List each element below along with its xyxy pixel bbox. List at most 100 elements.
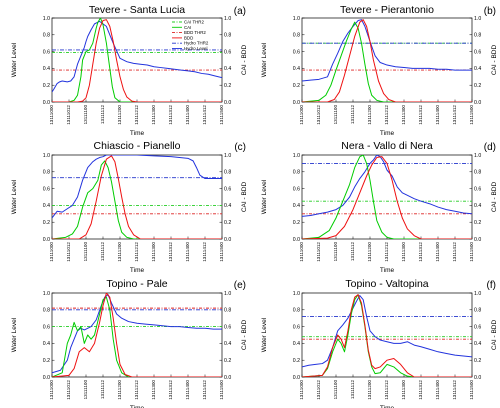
y-axis-label-right: CAI - BDD [491, 45, 498, 76]
y-axis-label-left: Water Level [261, 42, 268, 77]
y-tick-label-right: 0.4 [224, 341, 231, 347]
bdd-line [52, 293, 222, 377]
x-tick-label: 13111200 [117, 380, 122, 400]
x-axis-label: Time [380, 130, 395, 137]
y-tick-label-left: 0.2 [43, 358, 50, 364]
y-tick-label-left: 0.2 [293, 220, 300, 226]
y-tick-label-right: 0.6 [224, 186, 231, 192]
x-tick-label: 13111412 [202, 105, 207, 125]
x-tick-label: 13111000 [299, 380, 304, 400]
x-tick-label: 13111200 [117, 105, 122, 125]
x-tick-label: 13111112 [350, 380, 355, 400]
cai-line [302, 21, 472, 102]
y-axis-label-left: Water Level [11, 42, 18, 77]
y-tick-label-left: 0.4 [293, 341, 300, 347]
panel-label: (e) [234, 280, 246, 291]
cai-line [52, 160, 222, 239]
y-tick-label-left: 0.2 [43, 220, 50, 226]
y-tick-label-left: 0.8 [293, 308, 300, 314]
y-tick-label-right: 0.6 [224, 49, 231, 55]
x-tick-label: 13111100 [333, 380, 338, 400]
x-tick-label: 13111212 [384, 242, 389, 262]
cai-line [52, 18, 222, 102]
x-tick-label: 13111400 [435, 242, 440, 262]
y-tick-label-left: 0.0 [293, 375, 300, 381]
y-tick-label-right: 1.0 [224, 291, 231, 297]
y-tick-label-right: 0.6 [474, 324, 481, 330]
y-tick-label-right: 0.0 [224, 375, 231, 381]
x-tick-label: 13111400 [185, 380, 190, 400]
y-tick-label-left: 1.0 [293, 153, 300, 159]
x-tick-label: 13111000 [49, 242, 54, 262]
y-tick-label-left: 1.0 [43, 291, 50, 297]
x-tick-label: 13111312 [418, 105, 423, 125]
x-tick-label: 13111412 [452, 380, 457, 400]
y-tick-label-left: 0.0 [293, 237, 300, 243]
y-tick-label-right: 0.6 [474, 49, 481, 55]
x-tick-label: 13111100 [83, 105, 88, 125]
panel-3: Nera - Vallo di Nera (d) 0.0 0.0 0.2 0.2 0.4 0.… [261, 140, 498, 274]
x-tick-label: 13111112 [100, 105, 105, 125]
x-tick-label: 13111112 [350, 242, 355, 262]
x-axis-label: Time [130, 405, 145, 408]
x-tick-label: 13111212 [134, 105, 139, 125]
y-tick-label-left: 0.0 [43, 237, 50, 243]
plot-area [52, 293, 222, 377]
y-tick-label-right: 0.0 [224, 100, 231, 106]
hydro-level-line [302, 155, 472, 217]
y-tick-label-right: 0.8 [474, 170, 481, 176]
x-tick-label: 13111300 [401, 242, 406, 262]
x-tick-label: 13111312 [168, 242, 173, 262]
panel-label: (a) [234, 6, 246, 17]
y-tick-label-left: 0.8 [293, 33, 300, 39]
x-tick-label: 13111312 [418, 380, 423, 400]
y-tick-label-right: 0.4 [474, 203, 481, 209]
x-axis-label: Time [380, 267, 395, 274]
y-tick-label-left: 1.0 [293, 291, 300, 297]
x-tick-label: 13111500 [469, 105, 474, 125]
y-tick-label-left: 1.0 [43, 153, 50, 159]
x-tick-label: 13111300 [151, 242, 156, 262]
plot-area [302, 155, 472, 239]
hydro-level-line [302, 295, 472, 368]
y-tick-label-left: 0.2 [293, 358, 300, 364]
x-tick-label: 13111100 [83, 380, 88, 400]
x-tick-label: 13111400 [185, 105, 190, 125]
x-tick-label: 13111312 [168, 380, 173, 400]
y-tick-label-right: 1.0 [224, 16, 231, 22]
x-tick-label: 13111500 [219, 380, 224, 400]
x-tick-label: 13111100 [333, 105, 338, 125]
y-tick-label-right: 0.4 [224, 66, 231, 72]
y-tick-label-left: 0.8 [43, 170, 50, 176]
x-tick-label: 13111200 [367, 380, 372, 400]
hydro-level-line [52, 20, 222, 93]
y-tick-label-right: 0.2 [474, 358, 481, 364]
x-tick-label: 13111112 [100, 380, 105, 400]
cai-line [52, 296, 222, 377]
x-tick-label: 13111012 [66, 105, 71, 125]
x-tick-label: 13111212 [134, 380, 139, 400]
hydro-level-line [52, 155, 222, 219]
x-tick-label: 13111000 [299, 105, 304, 125]
chart-title: Topino - Pale [106, 278, 167, 290]
chart-title: Tevere - Santa Lucia [89, 4, 185, 16]
y-tick-label-left: 0.0 [43, 100, 50, 106]
y-tick-label-left: 0.2 [43, 83, 50, 89]
y-tick-label-left: 0.8 [43, 308, 50, 314]
plot-frame [301, 17, 473, 103]
panel-1: Tevere - Pierantonio (b) 0.0 0.0 0.2 0.2 0.4 0.… [261, 4, 498, 137]
y-axis-label-right: CAI - BDD [241, 320, 248, 351]
y-axis-label-right: CAI - BDD [241, 45, 248, 76]
panel-2: Chiascio - Pianello (c) 0.0 0.0 0.2 0.2 0.4 0.4… [11, 140, 248, 274]
y-tick-label-right: 0.0 [474, 375, 481, 381]
y-tick-label-right: 1.0 [474, 153, 481, 159]
y-tick-label-left: 0.6 [43, 49, 50, 55]
y-tick-label-right: 0.2 [474, 83, 481, 89]
legend-label: BDD [184, 35, 193, 40]
x-tick-label: 13111400 [435, 105, 440, 125]
x-tick-label: 13111312 [168, 105, 173, 125]
bdd-line [302, 19, 472, 102]
legend-label: Hydro Level [184, 46, 207, 51]
